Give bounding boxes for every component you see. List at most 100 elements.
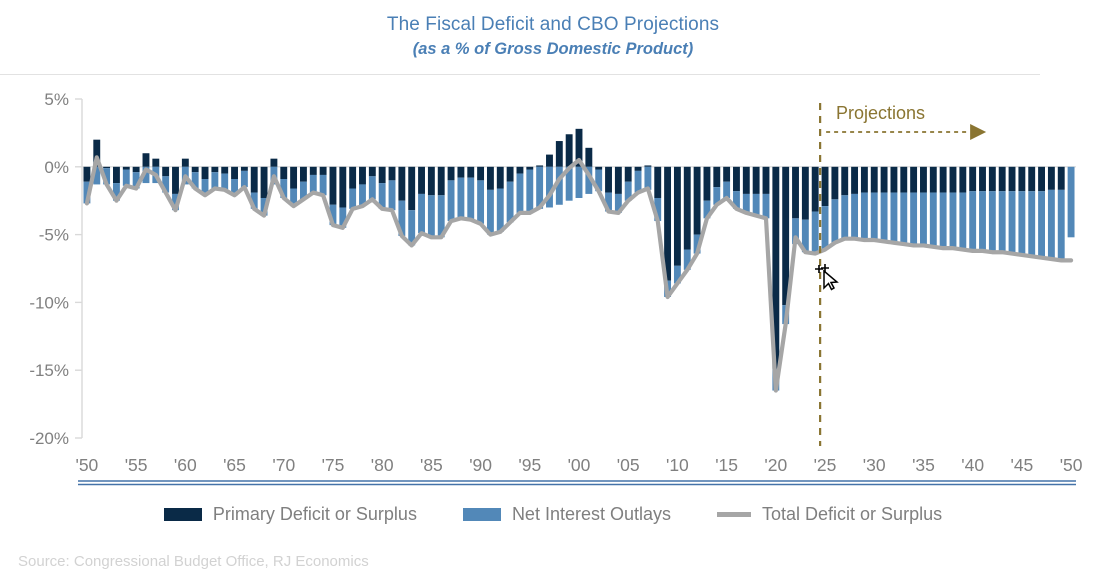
bar-net-interest[interactable] [546,166,553,208]
bar-net-interest[interactable] [949,192,957,249]
bar-primary-deficit[interactable] [496,166,504,189]
bar-primary-deficit[interactable] [673,166,681,266]
bar-primary-deficit[interactable] [762,166,770,194]
total-deficit-line-path[interactable] [84,155,1074,393]
bar-net-interest[interactable] [496,188,504,232]
bar-net-interest[interactable] [959,192,967,250]
bar-primary-deficit[interactable] [270,158,278,167]
bar-primary-deficit[interactable] [231,166,238,179]
bar-net-interest[interactable] [408,210,416,246]
bar-primary-deficit[interactable] [526,166,534,170]
bar-primary-deficit[interactable] [477,166,485,181]
bar-net-interest[interactable] [644,166,652,190]
bar-primary-deficit[interactable] [910,166,918,193]
bar-primary-deficit[interactable] [752,166,760,194]
bar-primary-deficit[interactable] [486,166,494,190]
bar-primary-deficit[interactable] [437,166,445,196]
bar-primary-deficit[interactable] [359,166,366,185]
bar-primary-deficit[interactable] [614,166,622,194]
bar-primary-deficit[interactable] [565,134,573,167]
bar-primary-deficit[interactable] [418,166,425,194]
bar-net-interest[interactable] [260,197,268,216]
bar-primary-deficit[interactable] [851,166,859,194]
bar-net-interest[interactable] [880,192,888,242]
bar-primary-deficit[interactable] [211,166,219,173]
legend-item-primary-deficit[interactable]: Primary Deficit or Surplus [163,504,417,525]
bar-net-interest[interactable] [821,206,829,250]
bar-net-interest[interactable] [437,195,445,238]
bar-net-interest[interactable] [733,191,740,209]
bar-net-interest[interactable] [142,166,150,184]
bar-net-interest[interactable] [1038,191,1045,258]
bar-net-interest[interactable] [998,191,1006,253]
bar-net-interest[interactable] [103,168,111,185]
bar-primary-deficit[interactable] [536,165,544,167]
bar-net-interest[interactable] [841,195,849,241]
bar-primary-deficit[interactable] [723,166,731,182]
bar-primary-deficit[interactable] [221,166,229,174]
bar-net-interest[interactable] [1018,191,1026,255]
bar-primary-deficit[interactable] [516,166,524,174]
bar-primary-deficit[interactable] [309,166,317,175]
bar-net-interest[interactable] [555,166,563,205]
bar-net-interest[interactable] [162,176,170,193]
bar-primary-deficit[interactable] [152,158,160,167]
bar-primary-deficit[interactable] [240,166,248,171]
bar-net-interest[interactable] [290,188,298,207]
bar-net-interest[interactable] [280,179,288,198]
bar-primary-deficit[interactable] [772,166,780,369]
bar-net-interest[interactable] [486,189,494,235]
bar-net-interest[interactable] [673,265,681,284]
bar-net-interest[interactable] [368,176,376,200]
legend-item-total-deficit[interactable]: Total Deficit or Surplus [717,504,942,525]
bar-net-interest[interactable] [811,211,819,254]
bar-primary-deficit[interactable] [103,166,111,169]
bar-net-interest[interactable] [792,218,799,245]
bar-net-interest[interactable] [536,166,544,209]
bar-net-interest[interactable] [860,192,868,241]
bar-net-interest[interactable] [762,193,770,219]
bar-primary-deficit[interactable] [821,166,829,207]
bar-net-interest[interactable] [1008,191,1016,254]
bar-net-interest[interactable] [240,170,248,188]
bar-primary-deficit[interactable] [408,166,416,211]
bar-primary-deficit[interactable] [388,166,396,181]
bar-primary-deficit[interactable] [890,166,898,193]
bar-net-interest[interactable] [890,192,898,243]
bar-primary-deficit[interactable] [1018,166,1026,192]
bar-primary-deficit[interactable] [1038,166,1045,192]
bar-net-interest[interactable] [516,173,524,213]
bar-net-interest[interactable] [1067,166,1075,238]
bar-primary-deficit[interactable] [427,166,435,196]
bar-primary-deficit[interactable] [585,147,593,167]
bar-net-interest[interactable] [349,188,357,209]
bar-net-interest[interactable] [565,166,573,201]
bar-primary-deficit[interactable] [378,166,386,184]
bar-primary-deficit[interactable] [900,166,908,193]
bar-primary-deficit[interactable] [703,166,711,201]
bar-primary-deficit[interactable] [929,166,937,193]
bar-net-interest[interactable] [231,179,238,196]
bar-primary-deficit[interactable] [860,166,868,193]
bar-primary-deficit[interactable] [280,166,288,179]
bar-primary-deficit[interactable] [1047,166,1055,190]
bar-net-interest[interactable] [113,183,120,201]
bar-net-interest[interactable] [801,219,809,253]
bar-primary-deficit[interactable] [880,166,888,193]
bar-primary-deficit[interactable] [83,166,91,182]
bar-primary-deficit[interactable] [1057,166,1065,190]
bar-net-interest[interactable] [742,193,750,213]
bar-net-interest[interactable] [979,191,986,251]
bar-primary-deficit[interactable] [132,166,140,173]
bar-primary-deficit[interactable] [142,153,150,167]
bar-primary-deficit[interactable] [191,166,199,173]
bar-primary-deficit[interactable] [113,166,120,184]
bar-primary-deficit[interactable] [162,166,170,177]
bar-primary-deficit[interactable] [546,154,553,167]
bar-net-interest[interactable] [309,174,317,193]
bar-primary-deficit[interactable] [172,166,179,194]
bar-net-interest[interactable] [920,192,927,246]
bar-net-interest[interactable] [723,181,731,198]
bar-primary-deficit[interactable] [782,166,790,306]
bar-primary-deficit[interactable] [122,166,130,170]
